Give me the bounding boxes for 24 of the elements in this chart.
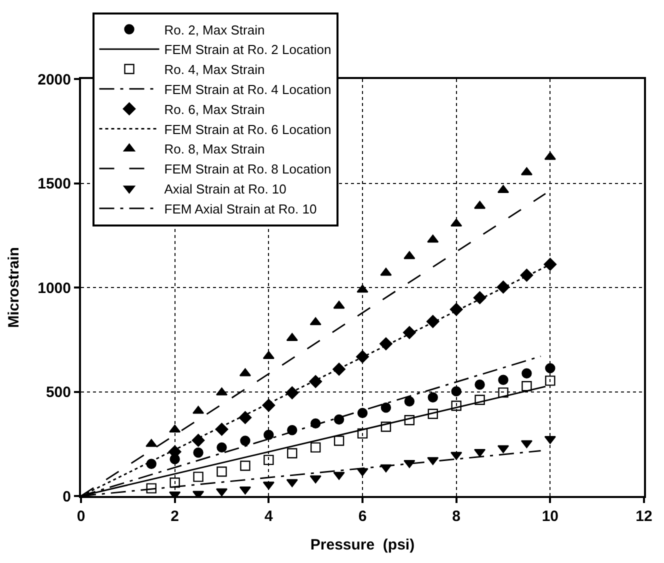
x-tick-label: 2 <box>170 508 179 525</box>
legend-label: FEM Strain at Ro. 8 Location <box>164 162 332 177</box>
legend-label: FEM Strain at Ro. 4 Location <box>164 82 332 97</box>
legend-label: Ro. 6, Max Strain <box>164 102 265 117</box>
x-tick-label: 10 <box>542 508 559 525</box>
x-tick-label: 4 <box>264 508 274 525</box>
y-tick-label: 0 <box>62 488 71 506</box>
x-axis-title: Pressure (psi) <box>310 536 415 554</box>
y-axis-title: Microstrain <box>5 247 22 328</box>
y-tick-label: 1000 <box>38 280 71 297</box>
legend-label: Ro. 8, Max Strain <box>164 142 265 157</box>
x-tick-label: 0 <box>76 508 86 525</box>
y-tick-label: 2000 <box>38 71 71 88</box>
y-tick-label: 1500 <box>38 176 71 192</box>
legend-label: FEM Axial Strain at Ro. 10 <box>164 201 317 216</box>
x-tick-label: 8 <box>452 508 460 525</box>
legend-label: FEM Strain at Ro. 6 Location <box>164 122 332 137</box>
legend-label: FEM Strain at Ro. 2 Location <box>164 42 332 58</box>
x-tick-label: 6 <box>358 508 367 525</box>
y-tick-label: 500 <box>46 384 71 401</box>
legend-label: Ro. 4, Max Strain <box>164 62 265 78</box>
legend-label: Ro. 2, Max Strain <box>164 22 265 38</box>
legend-label: Axial Strain at Ro. 10 <box>164 182 286 196</box>
x-tick-label: 12 <box>636 508 652 525</box>
